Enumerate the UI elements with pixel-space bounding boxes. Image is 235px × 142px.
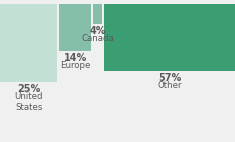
Text: Europe: Europe: [60, 61, 90, 70]
Bar: [105, 4, 235, 71]
Text: Other: Other: [157, 81, 182, 90]
Bar: [59, 4, 91, 51]
Text: Canada: Canada: [82, 34, 114, 43]
Text: United
States: United States: [14, 92, 43, 112]
Bar: [0, 4, 57, 82]
Bar: [93, 4, 102, 24]
Text: 4%: 4%: [90, 26, 106, 36]
Text: 25%: 25%: [17, 84, 40, 94]
Text: 14%: 14%: [64, 53, 87, 63]
Text: 57%: 57%: [158, 73, 181, 83]
